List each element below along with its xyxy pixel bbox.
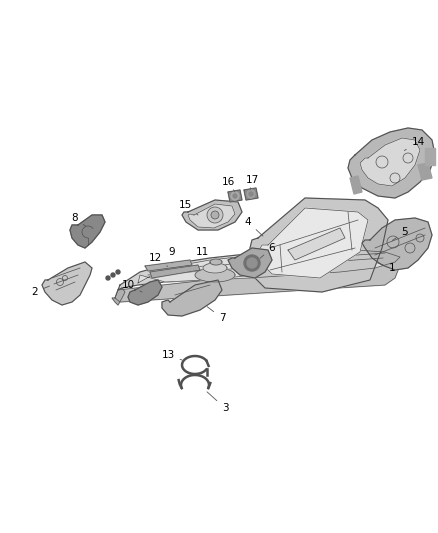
Text: 4: 4	[245, 217, 263, 236]
Circle shape	[244, 255, 260, 271]
Polygon shape	[228, 248, 272, 278]
Text: 3: 3	[207, 392, 228, 413]
Text: 15: 15	[178, 200, 198, 215]
Polygon shape	[118, 248, 400, 290]
Polygon shape	[228, 190, 242, 202]
Circle shape	[106, 276, 110, 280]
Circle shape	[247, 190, 255, 198]
Polygon shape	[203, 263, 227, 273]
Text: 8: 8	[72, 213, 86, 227]
Circle shape	[231, 192, 239, 200]
Polygon shape	[115, 260, 400, 302]
Polygon shape	[145, 260, 192, 271]
Text: 1: 1	[378, 263, 396, 273]
Circle shape	[211, 211, 219, 219]
Circle shape	[111, 273, 115, 277]
Text: 17: 17	[245, 175, 258, 190]
Text: 12: 12	[148, 253, 168, 266]
Polygon shape	[112, 288, 125, 305]
Text: 16: 16	[221, 177, 235, 192]
Polygon shape	[244, 188, 258, 200]
Polygon shape	[162, 280, 222, 316]
Text: 2: 2	[32, 286, 49, 297]
Text: 11: 11	[195, 247, 210, 263]
Polygon shape	[350, 176, 362, 194]
Polygon shape	[210, 259, 222, 265]
Polygon shape	[348, 128, 435, 198]
Polygon shape	[138, 250, 400, 283]
Polygon shape	[150, 265, 200, 278]
Polygon shape	[425, 148, 435, 165]
Polygon shape	[258, 208, 368, 278]
Polygon shape	[362, 218, 432, 270]
Circle shape	[233, 194, 237, 198]
Polygon shape	[418, 163, 432, 180]
Polygon shape	[188, 204, 235, 228]
Polygon shape	[70, 215, 105, 248]
Polygon shape	[288, 228, 345, 260]
Text: 6: 6	[260, 243, 276, 258]
Polygon shape	[128, 280, 162, 305]
Polygon shape	[42, 262, 92, 305]
Circle shape	[116, 270, 120, 274]
Polygon shape	[360, 138, 420, 186]
Circle shape	[247, 258, 257, 268]
Circle shape	[249, 192, 253, 196]
Text: 7: 7	[207, 306, 225, 323]
Text: 14: 14	[404, 137, 424, 150]
Polygon shape	[182, 200, 242, 230]
Text: 13: 13	[161, 350, 182, 360]
Polygon shape	[248, 198, 388, 292]
Text: 10: 10	[121, 280, 142, 292]
Circle shape	[207, 207, 223, 223]
Text: 5: 5	[392, 227, 408, 240]
Polygon shape	[195, 268, 235, 282]
Text: 9: 9	[169, 247, 175, 263]
